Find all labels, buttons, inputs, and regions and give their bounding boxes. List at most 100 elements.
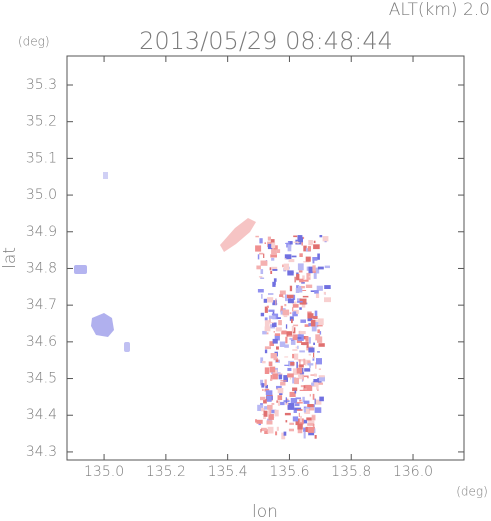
echo	[296, 273, 300, 281]
echo	[255, 245, 262, 252]
echo	[313, 240, 316, 244]
echo	[297, 263, 304, 271]
echo	[295, 397, 301, 400]
echo	[297, 427, 303, 434]
echo	[277, 317, 281, 319]
echo	[294, 377, 299, 385]
echo	[323, 291, 326, 295]
echo	[74, 265, 87, 274]
echo	[286, 331, 293, 337]
echo	[299, 364, 304, 368]
echo	[264, 367, 270, 374]
echo	[294, 403, 300, 407]
echo	[299, 359, 301, 367]
echo	[276, 400, 278, 403]
echo	[289, 337, 293, 340]
echo	[268, 309, 275, 312]
y-unit: (deg)	[18, 35, 50, 49]
echo	[318, 343, 325, 347]
echo	[287, 367, 292, 371]
echo	[270, 378, 273, 381]
echo	[279, 290, 286, 295]
echo	[270, 270, 273, 274]
echo	[255, 419, 257, 423]
y-tick-label: 34.3	[26, 444, 57, 460]
echo	[319, 331, 322, 335]
echo	[271, 266, 278, 271]
echo	[285, 420, 288, 423]
echo	[306, 272, 311, 280]
echo	[315, 362, 317, 369]
echo	[262, 388, 264, 391]
echo	[284, 412, 291, 416]
echo	[324, 297, 331, 303]
radar-echoes	[74, 172, 331, 440]
echo	[305, 336, 309, 342]
echo	[311, 415, 316, 420]
echo	[280, 380, 287, 382]
echo	[302, 275, 305, 280]
echo	[308, 419, 315, 426]
echo	[271, 247, 277, 254]
echo	[264, 326, 271, 332]
echo	[275, 359, 279, 362]
echo	[267, 322, 274, 324]
echo	[299, 307, 302, 310]
echo	[297, 301, 303, 303]
y-tick-label: 34.5	[26, 371, 57, 387]
echo	[273, 357, 278, 361]
echo	[274, 409, 279, 417]
echo	[271, 257, 275, 261]
echo	[312, 393, 315, 400]
echo	[285, 336, 288, 344]
echo	[285, 324, 288, 329]
y-tick-label: 35.1	[26, 150, 57, 166]
echo	[260, 269, 264, 274]
echo	[297, 298, 302, 304]
echo	[278, 320, 282, 326]
echo	[314, 398, 316, 405]
echo	[287, 294, 294, 299]
echo	[274, 334, 280, 341]
echo	[276, 385, 282, 389]
echo	[319, 396, 324, 402]
echo	[308, 404, 311, 408]
echo	[308, 240, 313, 246]
echo	[298, 237, 303, 243]
echo	[291, 339, 294, 341]
echo	[314, 407, 322, 413]
x-tick-label: 136.0	[393, 464, 433, 480]
echo	[284, 254, 292, 260]
echo	[305, 384, 313, 391]
echo	[314, 435, 317, 439]
echo	[273, 331, 275, 333]
echo	[283, 263, 289, 271]
echo	[297, 359, 304, 362]
echo	[272, 300, 277, 306]
echo	[263, 417, 266, 419]
echo	[292, 334, 298, 341]
echo	[301, 286, 305, 289]
echo	[316, 358, 322, 365]
echo	[294, 390, 297, 394]
echo	[309, 313, 313, 317]
echo	[277, 395, 283, 401]
echo	[270, 353, 277, 359]
echo	[299, 331, 306, 335]
echo	[260, 429, 262, 433]
echo	[264, 320, 270, 327]
y-tick-label: 35.3	[26, 77, 57, 93]
echo	[302, 396, 305, 402]
echo	[324, 265, 330, 269]
echo	[304, 368, 311, 372]
echo	[283, 431, 287, 436]
echo	[273, 278, 277, 282]
echo	[305, 359, 307, 366]
echo	[308, 266, 313, 274]
echo	[264, 349, 268, 354]
echo	[277, 400, 281, 406]
echo	[292, 368, 300, 375]
y-tick-label: 34.4	[26, 407, 57, 423]
echo	[317, 253, 320, 260]
echo	[256, 265, 261, 270]
